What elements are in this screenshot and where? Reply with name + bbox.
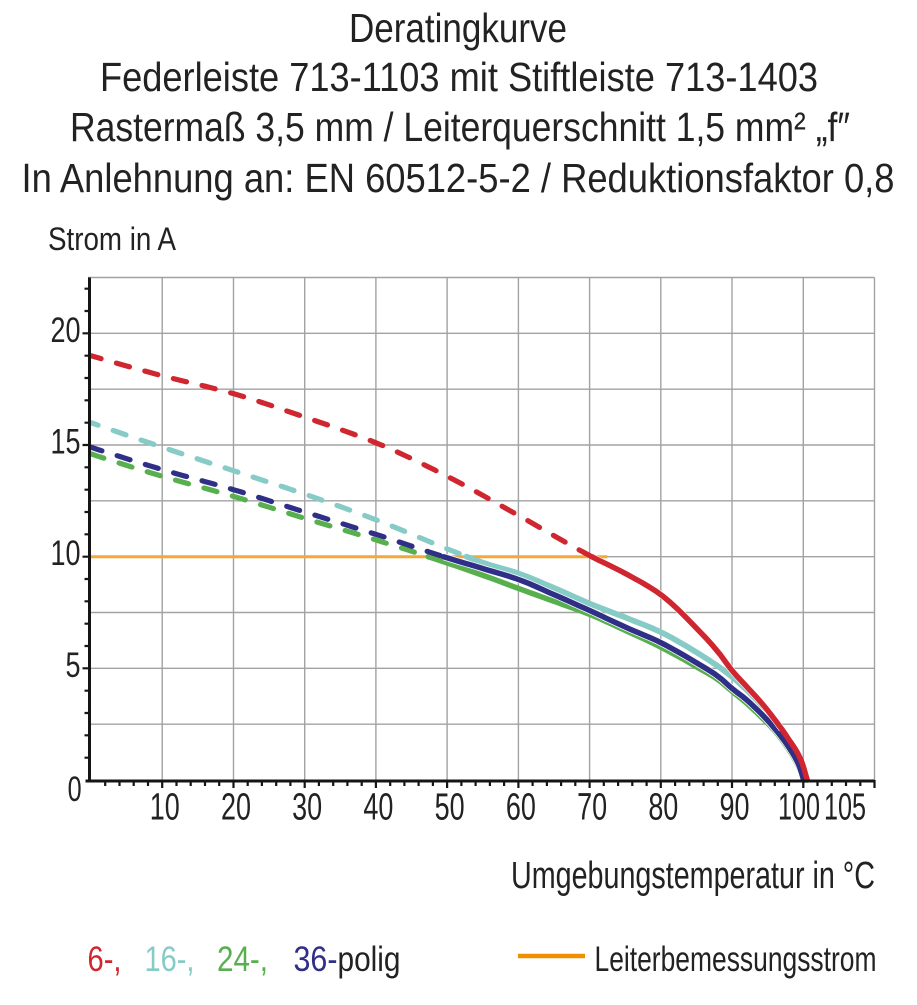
svg-text:100: 100 <box>778 787 820 829</box>
svg-text:Leiterbemessungsstrom: Leiterbemessungsstrom <box>595 940 877 979</box>
svg-text:50: 50 <box>435 787 465 829</box>
svg-text:0: 0 <box>68 770 82 809</box>
svg-text:10: 10 <box>51 534 81 573</box>
svg-text:6-,: 6-, <box>88 940 122 979</box>
svg-text:20: 20 <box>221 787 251 829</box>
svg-text:In Anlehnung an: EN 60512-5-2: In Anlehnung an: EN 60512-5-2 / Reduktio… <box>22 155 895 201</box>
svg-text:Federleiste 713-1103 mit Stift: Federleiste 713-1103 mit Stiftleiste 713… <box>100 54 818 100</box>
svg-text:90: 90 <box>720 787 750 829</box>
svg-text:Rastermaß 3,5 mm / Leiterquers: Rastermaß 3,5 mm / Leiterquerschnitt 1,5… <box>70 104 850 150</box>
svg-text:80: 80 <box>648 787 678 829</box>
svg-text:40: 40 <box>363 787 393 829</box>
svg-text:70: 70 <box>577 787 607 829</box>
svg-text:polig: polig <box>338 940 401 979</box>
svg-text:Umgebungstemperatur in °C: Umgebungstemperatur in °C <box>511 855 875 897</box>
svg-text:24-,: 24-, <box>217 940 268 979</box>
svg-text:5: 5 <box>66 646 81 685</box>
svg-text:20: 20 <box>51 311 81 350</box>
svg-text:30: 30 <box>292 787 322 829</box>
svg-text:16-,: 16-, <box>145 940 195 979</box>
svg-text:15: 15 <box>51 423 81 462</box>
svg-text:60: 60 <box>506 787 536 829</box>
svg-text:Deratingkurve: Deratingkurve <box>349 5 567 51</box>
svg-text:10: 10 <box>150 787 180 829</box>
svg-text:105: 105 <box>824 787 866 829</box>
svg-text:36-: 36- <box>294 940 338 979</box>
svg-text:Strom in A: Strom in A <box>48 221 177 257</box>
